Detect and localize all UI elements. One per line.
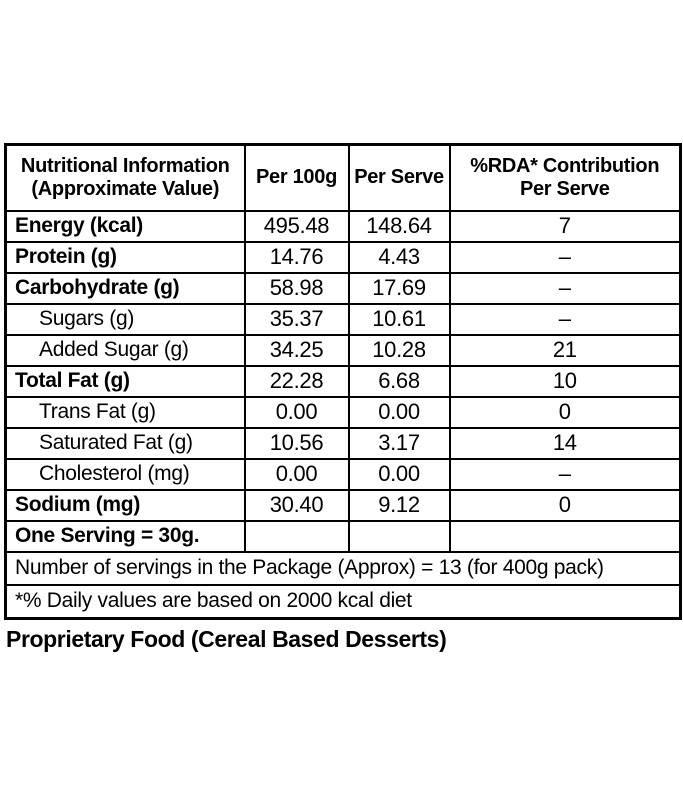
rda-cell: – [448, 271, 682, 305]
header-per-serve: Per Serve [347, 143, 451, 212]
nutrient-label-cell: Protein (g) [4, 240, 246, 274]
per-serve-cell: 6.68 [347, 364, 451, 398]
per-serve-cell: 3.17 [347, 426, 451, 460]
table-row-trans-fat: Trans Fat (g) 0.00 0.00 0 [4, 395, 682, 429]
table-row-carbohydrate: Carbohydrate (g) 58.98 17.69 – [4, 271, 682, 305]
per-100g-cell: 35.37 [243, 302, 350, 336]
per-100g-cell [243, 519, 350, 553]
per-100g-cell: 495.48 [243, 209, 350, 243]
per-serve-cell: 9.12 [347, 488, 451, 522]
daily-values-note: *% Daily values are based on 2000 kcal d… [4, 583, 682, 619]
header-nutrition-line2: (Approximate Value) [31, 177, 220, 200]
per-serve-cell: 10.61 [347, 302, 451, 336]
per-serve-cell: 4.43 [347, 240, 451, 274]
nutrition-table: Nutritional Information (Approximate Val… [4, 143, 682, 620]
per-100g-cell: 58.98 [243, 271, 350, 305]
nutrient-label-cell: Sugars (g) [4, 302, 246, 336]
nutrient-label-cell: Total Fat (g) [4, 364, 246, 398]
table-row-cholesterol: Cholesterol (mg) 0.00 0.00 – [4, 457, 682, 491]
rda-cell: – [448, 457, 682, 491]
per-100g-cell: 14.76 [243, 240, 350, 274]
nutrient-label-cell: One Serving = 30g. [4, 519, 246, 553]
per-100g-cell: 10.56 [243, 426, 350, 460]
table-row-daily-values-note: *% Daily values are based on 2000 kcal d… [4, 583, 682, 619]
table-row-energy: Energy (kcal) 495.48 148.64 7 [4, 209, 682, 243]
table-row-sugars: Sugars (g) 35.37 10.61 – [4, 302, 682, 336]
per-serve-cell: 148.64 [347, 209, 451, 243]
table-row-sodium: Sodium (mg) 30.40 9.12 0 [4, 488, 682, 522]
rda-cell: 10 [448, 364, 682, 398]
per-serve-cell [347, 519, 451, 553]
nutrient-label-cell: Carbohydrate (g) [4, 271, 246, 305]
table-row-total-fat: Total Fat (g) 22.28 6.68 10 [4, 364, 682, 398]
rda-cell [448, 519, 682, 553]
per-serve-cell: 17.69 [347, 271, 451, 305]
header-nutritional-information: Nutritional Information (Approximate Val… [4, 143, 246, 212]
table-row-added-sugar: Added Sugar (g) 34.25 10.28 21 [4, 333, 682, 367]
header-rda-line2: Per Serve [519, 177, 610, 200]
per-100g-cell: 30.40 [243, 488, 350, 522]
nutrient-label-cell: Cholesterol (mg) [4, 457, 246, 491]
header-rda-line1: %RDA* Contribution [470, 154, 660, 177]
product-category-title: Proprietary Food (Cereal Based Desserts) [6, 626, 447, 652]
table-row-protein: Protein (g) 14.76 4.43 – [4, 240, 682, 274]
header-per-100g: Per 100g [243, 143, 350, 212]
rda-cell: 0 [448, 488, 682, 522]
rda-cell: – [448, 302, 682, 336]
per-serve-cell: 0.00 [347, 457, 451, 491]
table-row-saturated-fat: Saturated Fat (g) 10.56 3.17 14 [4, 426, 682, 460]
rda-cell: 7 [448, 209, 682, 243]
nutrient-label-cell: Energy (kcal) [4, 209, 246, 243]
table-row-one-serving: One Serving = 30g. [4, 519, 682, 553]
per-serve-cell: 0.00 [347, 395, 451, 429]
header-rda-contribution: %RDA* Contribution Per Serve [448, 143, 682, 212]
rda-cell: 14 [448, 426, 682, 460]
nutrient-label-cell: Trans Fat (g) [4, 395, 246, 429]
servings-note: Number of servings in the Package (Appro… [4, 550, 682, 586]
table-header-row: Nutritional Information (Approximate Val… [4, 143, 682, 212]
per-100g-cell: 0.00 [243, 457, 350, 491]
rda-cell: – [448, 240, 682, 274]
nutrient-label-cell: Sodium (mg) [4, 488, 246, 522]
table-row-servings-note: Number of servings in the Package (Appro… [4, 550, 682, 586]
rda-cell: 0 [448, 395, 682, 429]
per-100g-cell: 34.25 [243, 333, 350, 367]
nutrient-label-cell: Saturated Fat (g) [4, 426, 246, 460]
nutrient-label-cell: Added Sugar (g) [4, 333, 246, 367]
per-100g-cell: 22.28 [243, 364, 350, 398]
rda-cell: 21 [448, 333, 682, 367]
per-serve-cell: 10.28 [347, 333, 451, 367]
header-nutrition-line1: Nutritional Information [20, 154, 230, 177]
per-100g-cell: 0.00 [243, 395, 350, 429]
